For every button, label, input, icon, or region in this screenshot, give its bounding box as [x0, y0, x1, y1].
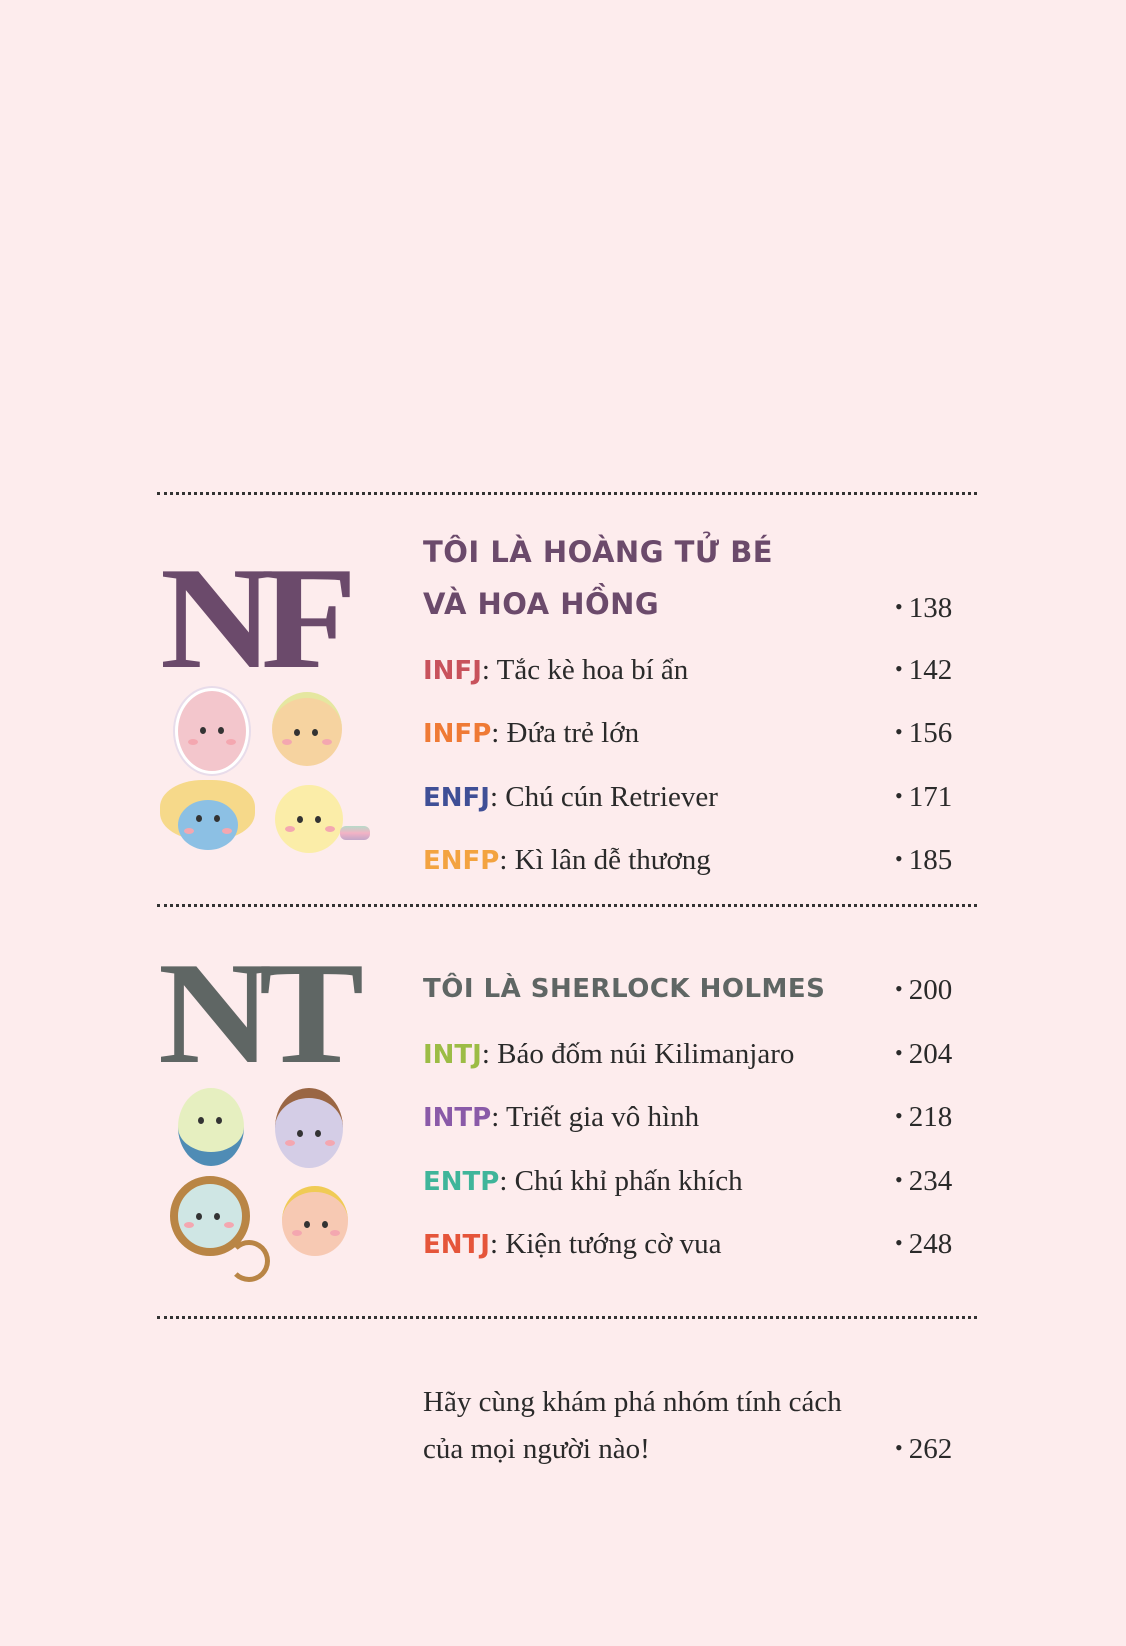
toc-entry-intp[interactable]: INTP: Triết gia vô hình	[423, 1103, 699, 1132]
unicorn-character-icon	[275, 785, 343, 853]
monkey-tail-icon	[228, 1240, 270, 1282]
page-number: 262	[895, 1435, 953, 1464]
type-code: ENTJ	[423, 1230, 490, 1260]
toc-entry-entj[interactable]: ENTJ: Kiện tướng cờ vua	[423, 1230, 722, 1259]
entry-title: : Chú cún Retriever	[489, 781, 718, 813]
group-letters-nf: NF	[160, 537, 357, 699]
toc-entry-enfp[interactable]: ENFP: Kì lân dễ thương	[423, 846, 711, 875]
page-number: 171	[895, 783, 953, 812]
entry-title: : Chú khỉ phấn khích	[499, 1165, 743, 1197]
footer-line: Hãy cùng khám phá nhóm tính cách	[423, 1386, 842, 1418]
page-number: 138	[895, 594, 953, 623]
king-character-icon	[282, 1186, 348, 1256]
toc-entry-intj[interactable]: INTJ: Báo đốm núi Kilimanjaro	[423, 1040, 794, 1069]
page-number: 185	[895, 846, 953, 875]
section-heading: TÔI LÀ HOÀNG TỬ BÉ	[423, 535, 774, 569]
type-code: INTJ	[423, 1040, 482, 1070]
group-letters-nt: NT	[158, 932, 364, 1094]
entry-title: : Kiện tướng cờ vua	[489, 1228, 722, 1260]
toc-entry-entp[interactable]: ENTP: Chú khỉ phấn khích	[423, 1167, 743, 1196]
page-number: 142	[895, 656, 953, 685]
page-number: 218	[895, 1103, 953, 1132]
reader-character-icon	[178, 1088, 244, 1166]
entry-title: : Tắc kè hoa bí ẩn	[481, 654, 689, 686]
section-heading: TÔI LÀ SHERLOCK HOLMES	[423, 974, 826, 1004]
divider	[157, 492, 977, 495]
puppy-character-icon	[178, 800, 238, 850]
entry-title: : Kì lân dễ thương	[499, 844, 711, 876]
divider	[157, 904, 977, 907]
type-code: INTP	[423, 1103, 492, 1133]
divider	[157, 1316, 977, 1319]
toc-entry-infj[interactable]: INFJ: Tắc kè hoa bí ẩn	[423, 656, 688, 685]
type-code: INFP	[423, 719, 492, 749]
rainbow-tail-icon	[340, 826, 370, 840]
type-code: ENFP	[423, 846, 500, 876]
type-code: ENTP	[423, 1167, 500, 1197]
page-number: 200	[895, 976, 953, 1005]
detective-character-icon	[275, 1088, 343, 1168]
entry-title: : Triết gia vô hình	[491, 1101, 700, 1133]
page-number: 248	[895, 1230, 953, 1259]
toc-entry-infp[interactable]: INFP: Đứa trẻ lớn	[423, 719, 639, 748]
page-number: 204	[895, 1040, 953, 1069]
page-number: 156	[895, 719, 953, 748]
type-code: INFJ	[423, 656, 482, 686]
type-code: ENFJ	[423, 783, 490, 813]
section-heading: VÀ HOA HỒNG	[423, 587, 660, 621]
entry-title: : Đứa trẻ lớn	[491, 717, 640, 749]
flower-crown-character-icon	[272, 692, 342, 766]
egg-character-icon	[175, 688, 249, 774]
toc-entry-enfj[interactable]: ENFJ: Chú cún Retriever	[423, 783, 718, 812]
entry-title: : Báo đốm núi Kilimanjaro	[481, 1038, 795, 1070]
page-number: 234	[895, 1167, 953, 1196]
footer-line[interactable]: của mọi người nào!	[423, 1433, 650, 1465]
